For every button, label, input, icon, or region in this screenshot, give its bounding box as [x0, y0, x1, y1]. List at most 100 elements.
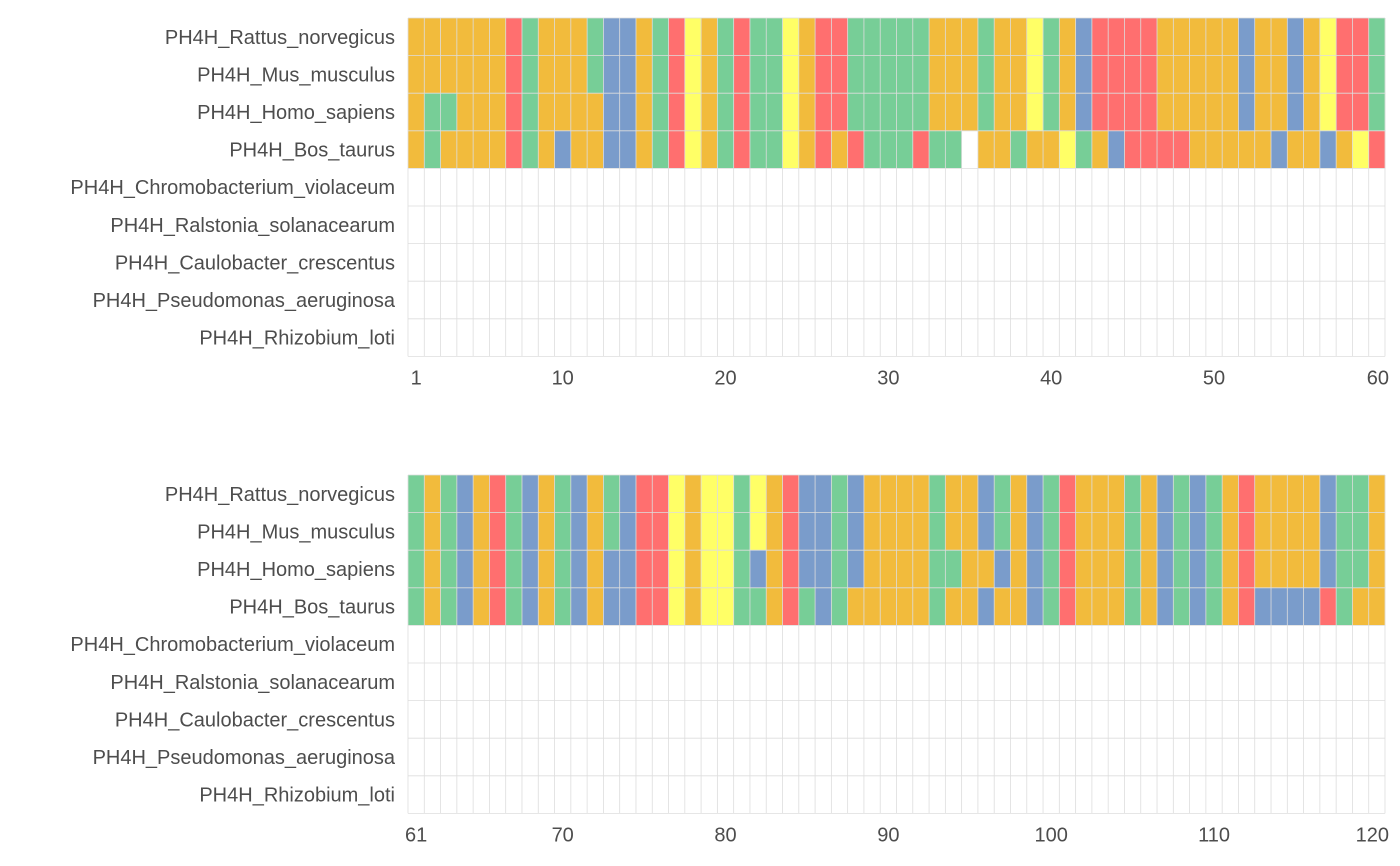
alignment-cell [733, 243, 751, 282]
alignment-cell [977, 130, 995, 169]
alignment-cell [863, 130, 881, 169]
alignment-cell [603, 587, 620, 626]
alignment-cell [863, 512, 881, 551]
alignment-cell [766, 281, 783, 320]
alignment-cell [570, 587, 588, 626]
alignment-cell [1140, 775, 1158, 814]
alignment-cell [749, 475, 767, 513]
alignment-cell [831, 475, 848, 513]
alignment-cell [945, 55, 962, 94]
alignment-cell [945, 168, 962, 207]
alignment-cell [717, 55, 734, 94]
alignment-cell [733, 130, 751, 169]
alignment-cell [1010, 206, 1028, 244]
alignment-cell [1124, 130, 1142, 169]
alignment-cell [1026, 243, 1044, 282]
alignment-cell [1238, 55, 1256, 94]
alignment-cell [1108, 318, 1125, 357]
alignment-cell [521, 18, 539, 56]
alignment-cell [635, 512, 653, 551]
alignment-cell [766, 775, 783, 814]
alignment-cell [408, 550, 425, 589]
alignment-cell [456, 168, 474, 207]
alignment-cell [896, 318, 914, 357]
alignment-cell [424, 663, 441, 701]
alignment-cell [717, 775, 734, 814]
alignment-cell [1336, 738, 1353, 777]
alignment-cell [994, 168, 1011, 207]
alignment-cell [538, 318, 555, 357]
alignment-cell [684, 168, 702, 207]
alignment-cell [1238, 168, 1256, 207]
alignment-cell [912, 18, 930, 56]
alignment-cell [782, 281, 800, 320]
x-tick-label: 60 [1367, 367, 1389, 389]
alignment-cell [408, 587, 425, 626]
alignment-cell [1108, 550, 1125, 589]
alignment-cell [1043, 93, 1060, 132]
x-tick-label: 120 [1356, 824, 1389, 846]
alignment-cell [1254, 206, 1272, 244]
alignment-cell [880, 587, 897, 626]
alignment-cell [896, 775, 914, 814]
alignment-cell [1336, 700, 1353, 739]
alignment-cell [1352, 550, 1370, 589]
alignment-cell [1238, 512, 1256, 551]
alignment-cell [684, 700, 702, 739]
alignment-cell [408, 318, 425, 357]
alignment-cell [408, 18, 425, 56]
alignment-cell [668, 663, 686, 701]
alignment-cell [701, 93, 718, 132]
alignment-cell [1336, 318, 1353, 357]
alignment-cell [896, 587, 914, 626]
alignment-cell [733, 318, 751, 357]
alignment-cell [749, 168, 767, 207]
alignment-cell [929, 550, 946, 589]
alignment-cell [554, 130, 572, 169]
alignment-cell [1173, 700, 1190, 739]
alignment-cell [863, 775, 881, 814]
alignment-cell [1010, 775, 1028, 814]
alignment-cell [961, 318, 979, 357]
alignment-cell [554, 318, 572, 357]
alignment-cell [538, 663, 555, 701]
alignment-cell [994, 130, 1011, 169]
alignment-cell [619, 475, 637, 513]
alignment-cell [782, 475, 800, 513]
alignment-cell [1075, 775, 1093, 814]
alignment-cell [717, 512, 734, 551]
alignment-cell [749, 512, 767, 551]
alignment-cell [847, 475, 865, 513]
alignment-cell [749, 775, 767, 814]
alignment-cell [1368, 168, 1386, 207]
alignment-cell [847, 512, 865, 551]
alignment-cell [619, 93, 637, 132]
alignment-cell [1254, 512, 1272, 551]
alignment-cell [1287, 738, 1304, 777]
alignment-cell [1091, 243, 1109, 282]
alignment-cell [505, 550, 523, 589]
alignment-cell [554, 281, 572, 320]
alignment-cell [1271, 55, 1288, 94]
alignment-cell [701, 318, 718, 357]
alignment-cell [1238, 663, 1256, 701]
alignment-cell [717, 738, 734, 777]
alignment-cell [505, 663, 523, 701]
alignment-cell [408, 93, 425, 132]
alignment-cell [1043, 700, 1060, 739]
alignment-cell [896, 738, 914, 777]
alignment-cell [635, 625, 653, 664]
alignment-cell [1043, 206, 1060, 244]
alignment-cell [1059, 663, 1076, 701]
alignment-cell [1271, 93, 1288, 132]
alignment-cell [1043, 243, 1060, 282]
alignment-cell [1205, 18, 1223, 56]
alignment-cell [945, 587, 962, 626]
alignment-cell [538, 18, 555, 56]
alignment-cell [749, 206, 767, 244]
alignment-cell [408, 738, 425, 777]
alignment-cell [929, 512, 946, 551]
alignment-cell [929, 18, 946, 56]
alignment-cell [1319, 775, 1337, 814]
